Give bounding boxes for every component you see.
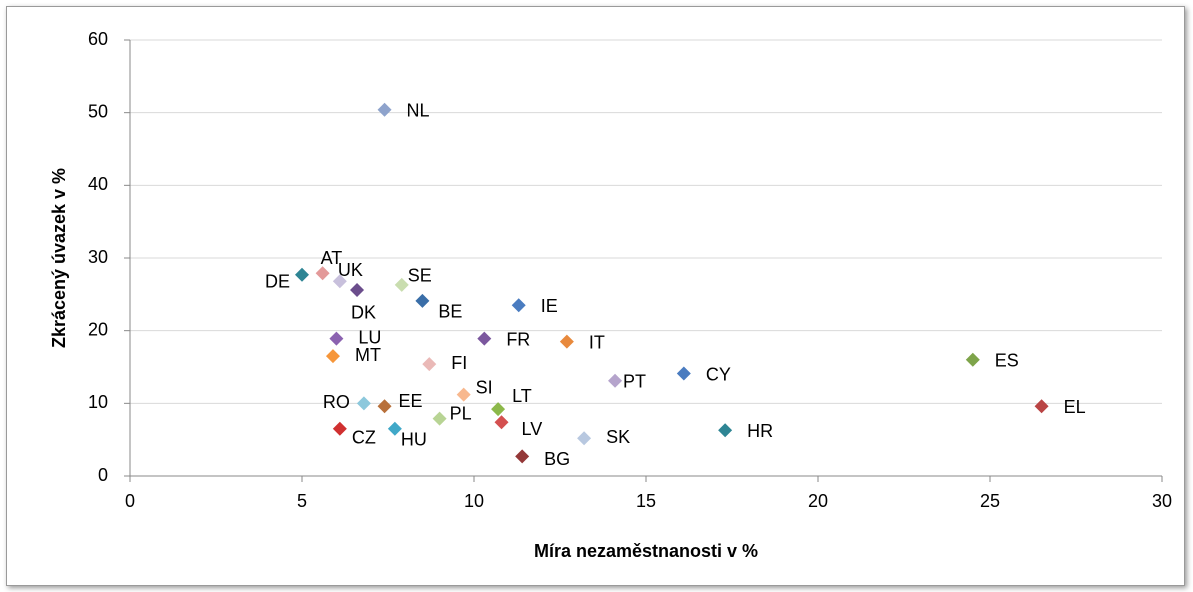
- point: [608, 373, 623, 388]
- y-tick-label: 20: [88, 319, 108, 339]
- point-label: LV: [522, 419, 543, 439]
- y-axis-title: Zkrácený úvazek v %: [49, 168, 69, 348]
- point: [456, 387, 471, 402]
- point-label: DE: [265, 271, 290, 291]
- y-tick-label: 30: [88, 247, 108, 267]
- point-label: LU: [358, 327, 381, 347]
- point: [559, 334, 574, 349]
- x-tick-label: 10: [464, 491, 484, 511]
- point-label: LT: [512, 386, 532, 406]
- point-label: IE: [541, 296, 558, 316]
- x-tick-label: 20: [808, 491, 828, 511]
- point: [329, 331, 344, 346]
- point-label: EE: [399, 391, 423, 411]
- y-tick-label: 10: [88, 392, 108, 412]
- point: [377, 399, 392, 414]
- point-label: HR: [747, 421, 773, 441]
- point-label: MT: [355, 345, 381, 365]
- y-tick-label: 60: [88, 29, 108, 49]
- chart-frame: [6, 6, 1185, 586]
- x-tick-label: 5: [297, 491, 307, 511]
- point-label: DK: [351, 303, 376, 323]
- point-label: SE: [408, 266, 432, 286]
- point: [332, 274, 347, 289]
- point: [315, 266, 330, 281]
- point: [325, 349, 340, 364]
- point: [477, 331, 492, 346]
- point-label: FI: [451, 353, 467, 373]
- point-label: HU: [401, 430, 427, 450]
- point: [515, 449, 530, 464]
- point-label: IT: [589, 332, 605, 352]
- point: [432, 411, 447, 426]
- point-label: ES: [995, 350, 1019, 370]
- point-label: BG: [544, 449, 570, 469]
- point-label: SI: [476, 377, 493, 397]
- x-tick-label: 30: [1152, 491, 1172, 511]
- point-label: RO: [323, 392, 350, 412]
- point: [295, 267, 309, 282]
- point: [394, 277, 409, 292]
- point: [494, 415, 509, 430]
- point: [577, 431, 592, 446]
- point-label: PT: [623, 372, 646, 392]
- point: [415, 293, 430, 308]
- point-label: EL: [1064, 397, 1086, 417]
- y-tick-label: 50: [88, 101, 108, 121]
- point-label: CZ: [352, 428, 376, 448]
- x-tick-label: 15: [636, 491, 656, 511]
- point: [1034, 399, 1049, 414]
- point-label: UK: [338, 260, 363, 280]
- point: [387, 421, 402, 436]
- point: [718, 423, 733, 438]
- x-tick-label: 25: [980, 491, 1000, 511]
- point-label: PL: [450, 403, 472, 423]
- x-axis-title: Míra nezaměstnanosti v %: [534, 541, 758, 561]
- point: [965, 352, 980, 367]
- point: [377, 102, 392, 117]
- point-label: CY: [706, 364, 731, 384]
- point: [676, 366, 691, 381]
- point: [356, 396, 371, 411]
- point: [491, 402, 506, 417]
- point: [422, 357, 437, 372]
- x-tick-label: 0: [125, 491, 135, 511]
- y-tick-label: 0: [98, 465, 108, 485]
- point-label: BE: [438, 302, 462, 322]
- point: [350, 282, 365, 297]
- point-label: SK: [606, 427, 630, 447]
- point-label: AT: [321, 248, 343, 268]
- point-label: FR: [506, 329, 530, 349]
- point-label: NL: [407, 101, 430, 121]
- point: [332, 421, 347, 436]
- y-tick-label: 40: [88, 174, 108, 194]
- point: [511, 298, 526, 313]
